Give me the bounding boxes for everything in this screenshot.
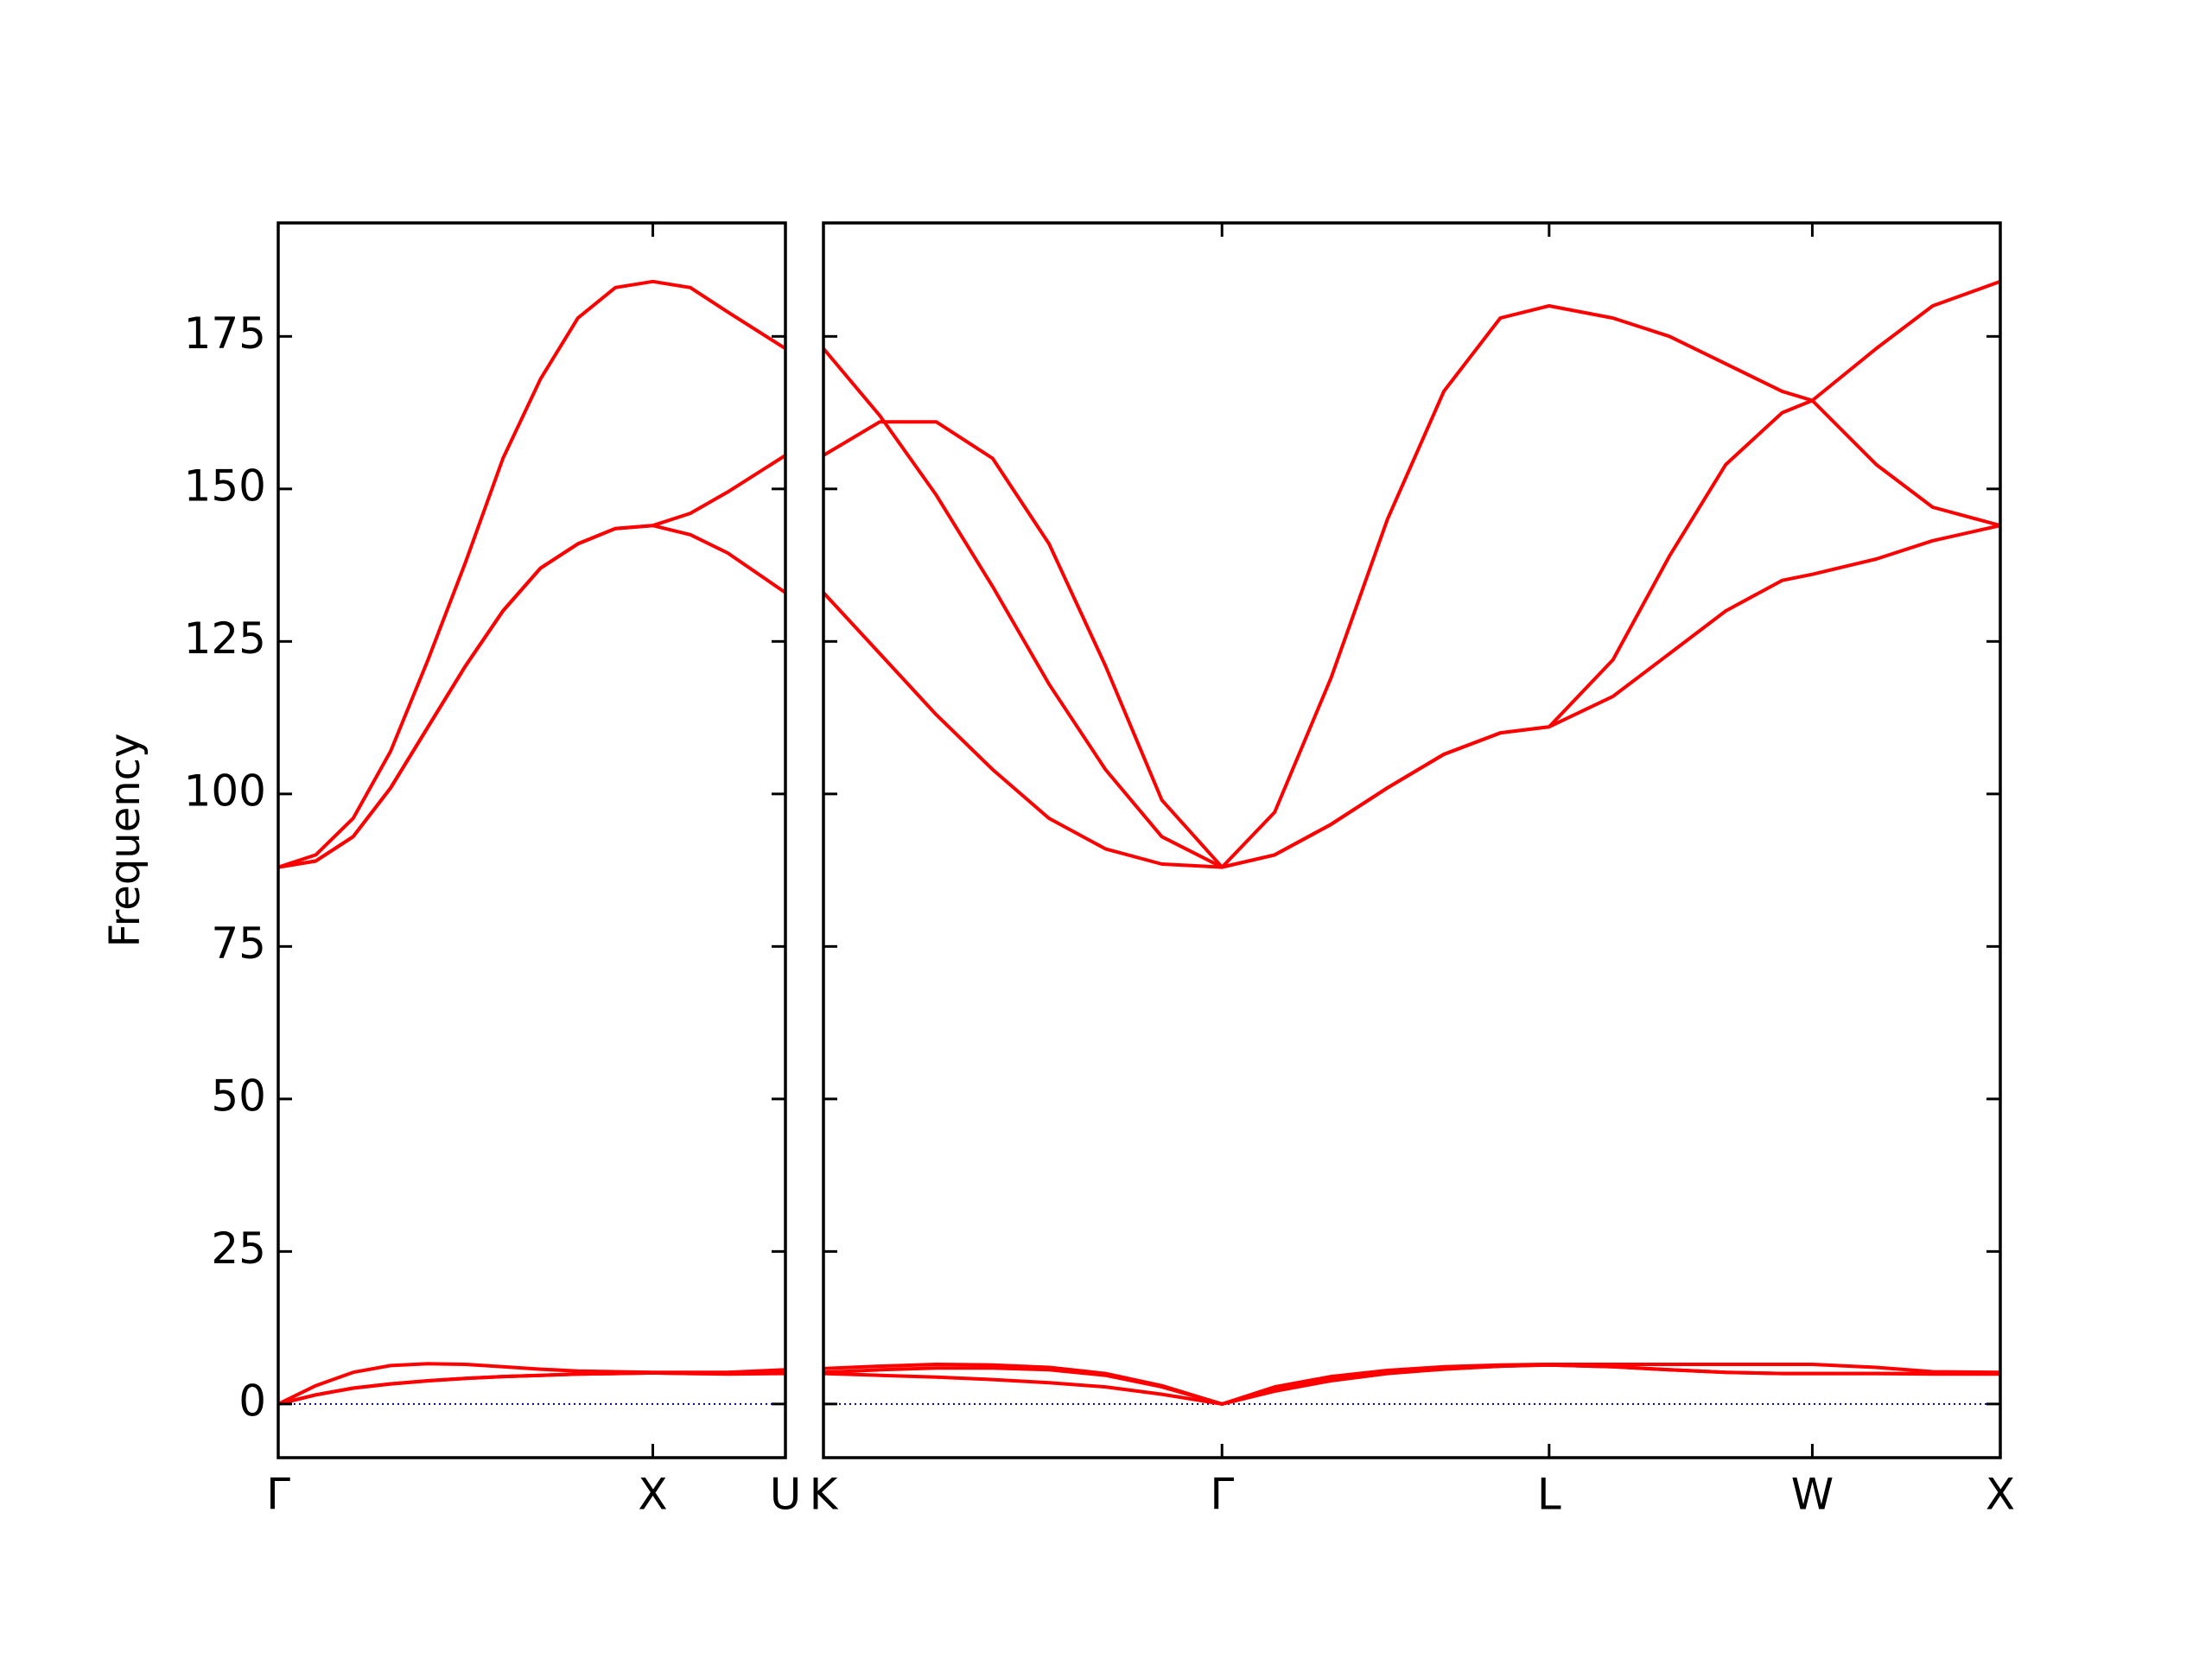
x-tick-label: U <box>770 1470 802 1520</box>
band-line <box>277 524 787 869</box>
y-tick-label: 75 <box>211 918 266 969</box>
band-line <box>277 454 787 869</box>
plot-frame <box>822 221 2002 1459</box>
band-line <box>277 279 787 869</box>
y-tick-label: 100 <box>184 766 266 816</box>
y-tick-label: 150 <box>184 461 266 511</box>
y-tick-label: 25 <box>211 1224 266 1274</box>
x-tick-label: X <box>638 1470 667 1520</box>
y-tick-label: 175 <box>184 308 266 359</box>
band-line <box>277 1370 786 1406</box>
x-tick-label: K <box>810 1470 839 1520</box>
x-tick-label: W <box>1791 1470 1834 1520</box>
x-tick-label: X <box>1986 1470 2015 1520</box>
band-line <box>823 1363 2001 1406</box>
band-line <box>823 1363 2000 1406</box>
x-tick-label: Γ <box>1210 1470 1234 1520</box>
x-tick-label: Γ <box>266 1470 290 1520</box>
plot-frame <box>276 221 787 1459</box>
band-line <box>822 524 2001 869</box>
y-tick-label: 50 <box>211 1071 266 1121</box>
y-axis-label: Frequency <box>101 734 149 948</box>
x-tick-label: L <box>1537 1470 1561 1520</box>
band-line <box>822 398 2001 869</box>
band-line <box>277 1362 786 1406</box>
band-line <box>822 279 2001 869</box>
y-tick-label: 125 <box>184 613 266 664</box>
y-tick-label: 0 <box>238 1376 266 1426</box>
